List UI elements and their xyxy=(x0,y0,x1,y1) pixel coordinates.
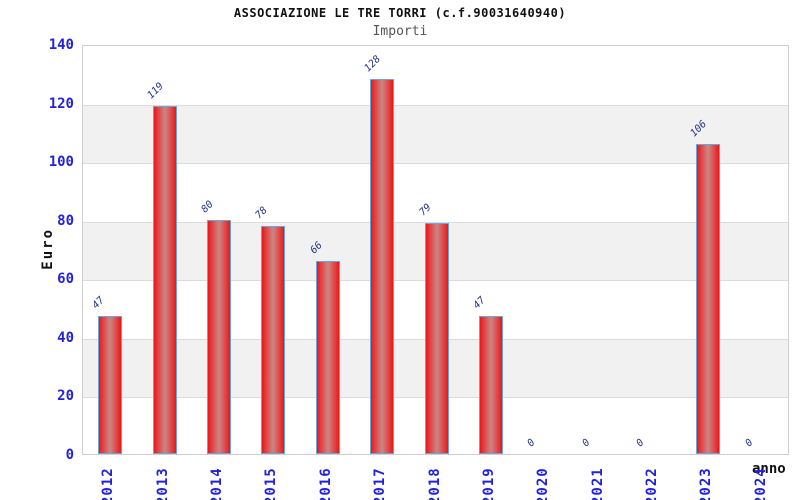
x-tick-label-2020: 2020 xyxy=(535,467,552,500)
y-tick-label: 0 xyxy=(65,447,74,463)
x-axis-label: anno xyxy=(752,461,786,477)
bar-2019 xyxy=(478,316,503,454)
gridline xyxy=(83,104,788,106)
y-tick-label: 120 xyxy=(48,95,74,112)
y-tick-label: 80 xyxy=(57,212,74,229)
bar-2018 xyxy=(424,222,449,454)
y-tick-label: 20 xyxy=(57,388,74,405)
x-tick-label-2018: 2018 xyxy=(426,467,443,500)
x-tick-label-2019: 2019 xyxy=(480,467,497,500)
x-tick-label-2023: 2023 xyxy=(698,467,715,500)
y-tick-label: 100 xyxy=(48,154,74,171)
bar-2017 xyxy=(370,79,395,454)
y-tick-label: 140 xyxy=(48,37,74,53)
bar-2013 xyxy=(152,105,177,454)
x-tick-label-2024: 2024 xyxy=(752,467,769,500)
gridline xyxy=(83,221,788,223)
x-tick-label-2013: 2013 xyxy=(154,467,171,500)
y-tick-label: 40 xyxy=(57,329,74,346)
chart-subtitle: Importi xyxy=(372,24,428,39)
bar-2023 xyxy=(696,143,721,454)
x-tick-label-2014: 2014 xyxy=(208,467,225,500)
gridline xyxy=(83,163,788,165)
x-tick-label-2015: 2015 xyxy=(263,467,280,500)
x-tick-label-2021: 2021 xyxy=(589,467,606,500)
bar-2014 xyxy=(206,219,231,454)
x-tick-label-2022: 2022 xyxy=(644,467,661,500)
bar-2015 xyxy=(261,225,286,454)
chart-title: ASSOCIAZIONE LE TRE TORRI (c.f.900316409… xyxy=(233,6,567,20)
y-axis-label: Euro xyxy=(40,228,56,270)
plot-area xyxy=(82,45,789,455)
x-tick-label-2017: 2017 xyxy=(372,467,389,500)
bar-2016 xyxy=(315,260,340,454)
x-tick-label-2016: 2016 xyxy=(317,467,334,500)
x-tick-label-2012: 2012 xyxy=(100,467,117,500)
y-tick-label: 60 xyxy=(57,271,74,288)
bar-2012 xyxy=(98,316,123,454)
plot-band xyxy=(83,104,788,164)
